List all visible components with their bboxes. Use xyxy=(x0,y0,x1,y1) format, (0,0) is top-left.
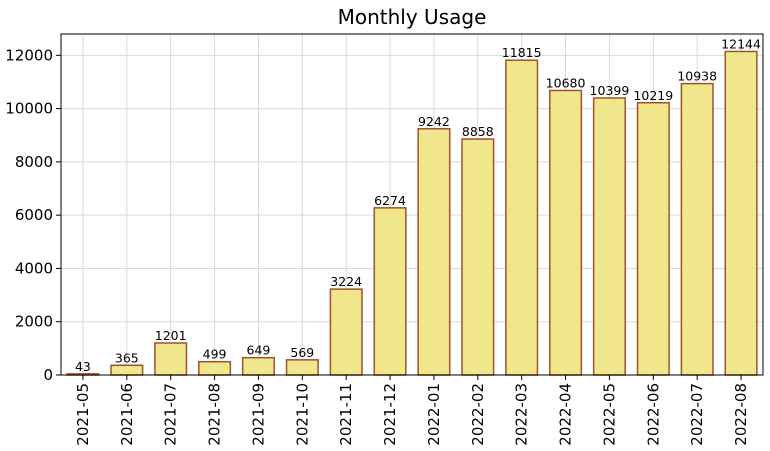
x-tick-label-2021-11: 2021-11 xyxy=(337,383,355,446)
plot-frame xyxy=(60,33,764,376)
y-tick-label: 6000 xyxy=(15,206,53,224)
data-label-2022-04: 10680 xyxy=(546,75,586,90)
y-tick-label: 12000 xyxy=(5,46,53,64)
bar-2022-05 xyxy=(592,97,626,376)
x-tick-label-2022-05: 2022-05 xyxy=(600,383,618,446)
x-tick-label-2022-06: 2022-06 xyxy=(644,383,662,446)
x-tick-label-2021-07: 2021-07 xyxy=(162,383,180,446)
data-label-2022-03: 11815 xyxy=(502,45,542,60)
y-tick-label: 8000 xyxy=(15,153,53,171)
bar-2022-04 xyxy=(549,89,583,376)
data-label-2021-11: 3224 xyxy=(330,274,362,289)
data-label-2021-06: 365 xyxy=(115,350,139,365)
y-tick-label: 4000 xyxy=(15,259,53,277)
bar-2021-06 xyxy=(110,364,144,376)
bar-2022-08 xyxy=(724,50,758,376)
bar-2022-01 xyxy=(417,128,451,376)
x-tick-label-2022-02: 2022-02 xyxy=(469,383,487,446)
x-tick-label-2022-07: 2022-07 xyxy=(688,383,706,446)
x-axis-ticks: 2021-05 2021-06 2021-07 2021-08 2021-09 2021-… xyxy=(74,375,750,446)
bar-2022-07 xyxy=(680,82,714,376)
y-axis-ticks: 0 2000 4000 6000 8000 10000 12000 xyxy=(5,46,61,384)
x-tick-label-2022-08: 2022-08 xyxy=(732,383,750,446)
x-tick-label-2021-06: 2021-06 xyxy=(118,383,136,446)
data-label-2021-07: 1201 xyxy=(155,328,187,343)
y-tick-label: 2000 xyxy=(15,313,53,331)
data-label-2022-05: 10399 xyxy=(590,83,630,98)
bars xyxy=(66,50,758,376)
bar-2021-08 xyxy=(198,360,232,376)
x-tick-label-2021-09: 2021-09 xyxy=(249,383,267,446)
x-tick-label-2022-03: 2022-03 xyxy=(513,383,531,446)
data-label-2022-01: 9242 xyxy=(418,114,450,129)
x-tick-label-2022-04: 2022-04 xyxy=(557,383,575,446)
data-label-2022-08: 12144 xyxy=(721,36,761,51)
data-label-2022-02: 8858 xyxy=(462,124,494,139)
data-label-2021-10: 569 xyxy=(290,345,314,360)
bar-2021-11 xyxy=(329,288,363,376)
bar-2021-07 xyxy=(154,342,188,376)
bar-2022-02 xyxy=(461,138,495,376)
x-tick-label-2021-10: 2021-10 xyxy=(293,383,311,446)
x-tick-label-2021-08: 2021-08 xyxy=(206,383,224,446)
bar-2021-12 xyxy=(373,207,407,376)
data-label-2022-07: 10938 xyxy=(677,69,717,84)
bar-2022-03 xyxy=(505,59,539,376)
y-tick-label: 0 xyxy=(43,366,53,384)
bar-2021-09 xyxy=(241,356,275,376)
x-tick-label-2021-05: 2021-05 xyxy=(74,383,92,446)
x-tick-label-2022-01: 2022-01 xyxy=(425,383,443,446)
data-label-2022-06: 10219 xyxy=(633,88,673,103)
bar-2021-10 xyxy=(285,359,319,376)
data-label-2021-09: 649 xyxy=(247,343,271,358)
bar-2022-06 xyxy=(636,102,670,376)
data-label-2021-08: 499 xyxy=(203,347,227,362)
data-labels: 43 365 1201 499 649 569 3224 6274 9242 8858 11815 1… xyxy=(75,36,761,373)
chart-title: Monthly Usage xyxy=(338,5,487,29)
x-tick-label-2021-12: 2021-12 xyxy=(381,383,399,446)
data-label-2021-05: 43 xyxy=(75,359,91,374)
y-tick-label: 10000 xyxy=(5,100,53,118)
data-label-2021-12: 6274 xyxy=(374,193,406,208)
